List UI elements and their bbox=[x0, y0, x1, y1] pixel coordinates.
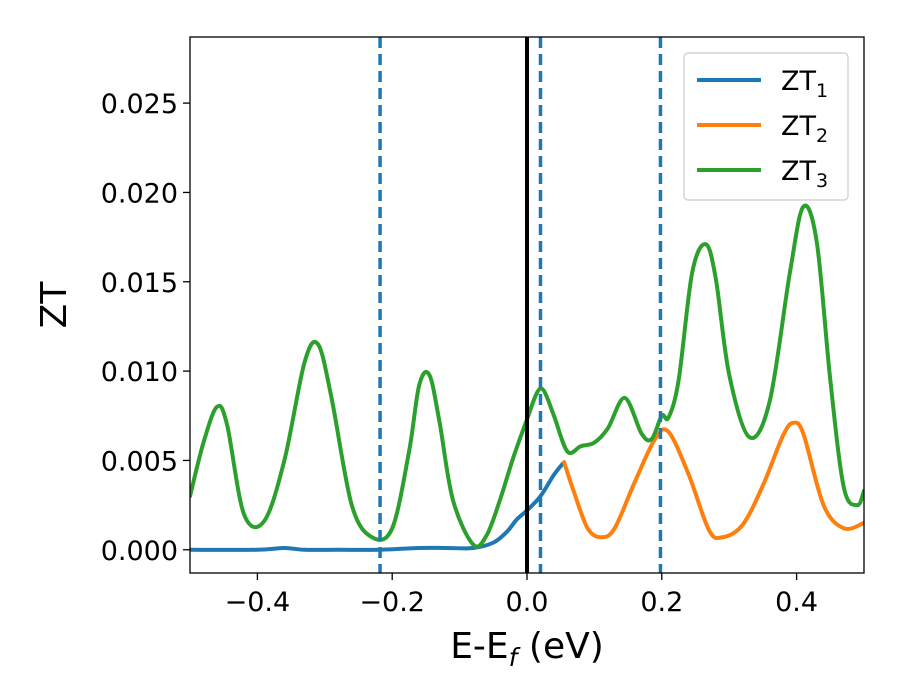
x-axis-title: E-Ef (eV) bbox=[450, 626, 604, 672]
legend-label-zt2: ZT2 bbox=[781, 111, 828, 147]
y-tick-label: 0.015 bbox=[101, 268, 178, 299]
x-tick-label: 0.2 bbox=[640, 587, 683, 618]
y-tick-label: 0.020 bbox=[101, 178, 178, 209]
reference-lines bbox=[378, 37, 663, 573]
legend-label-zt3-main: ZT bbox=[781, 156, 816, 187]
legend-label-zt1: ZT1 bbox=[781, 66, 828, 102]
legend-label-zt1-sub: 1 bbox=[816, 80, 828, 102]
x-tick-label: −0.2 bbox=[359, 587, 425, 618]
legend: ZT1 ZT2 ZT3 bbox=[683, 52, 849, 201]
y-tick-label: 0.010 bbox=[101, 357, 178, 388]
legend-label-zt2-sub: 2 bbox=[816, 125, 828, 147]
legend-label-zt1-main: ZT bbox=[781, 66, 816, 97]
x-axis-title-main: E-E bbox=[450, 626, 508, 667]
y-axis-ticks: 0.000 0.005 0.010 0.015 0.020 0.025 bbox=[101, 89, 190, 567]
y-tick-label: 0.025 bbox=[101, 89, 178, 120]
series-line-zt1 bbox=[190, 460, 567, 552]
y-axis-title: ZT bbox=[34, 281, 75, 329]
series-layer bbox=[190, 203, 864, 552]
x-tick-label: 0.0 bbox=[506, 587, 549, 618]
series-line-zt3 bbox=[190, 203, 864, 549]
x-tick-label: −0.4 bbox=[225, 587, 291, 618]
y-tick-label: 0.000 bbox=[101, 536, 178, 567]
legend-label-zt3-sub: 3 bbox=[816, 170, 828, 192]
legend-label-zt3: ZT3 bbox=[781, 156, 828, 192]
x-axis-ticks: −0.4 −0.2 0.0 0.2 0.4 bbox=[225, 573, 818, 618]
x-axis-title-unit: (eV) bbox=[517, 626, 603, 667]
y-tick-label: 0.005 bbox=[101, 446, 178, 477]
series-line-zt2 bbox=[562, 420, 864, 541]
x-tick-label: 0.4 bbox=[775, 587, 818, 618]
legend-frame bbox=[683, 52, 849, 201]
legend-label-zt2-main: ZT bbox=[781, 111, 816, 142]
